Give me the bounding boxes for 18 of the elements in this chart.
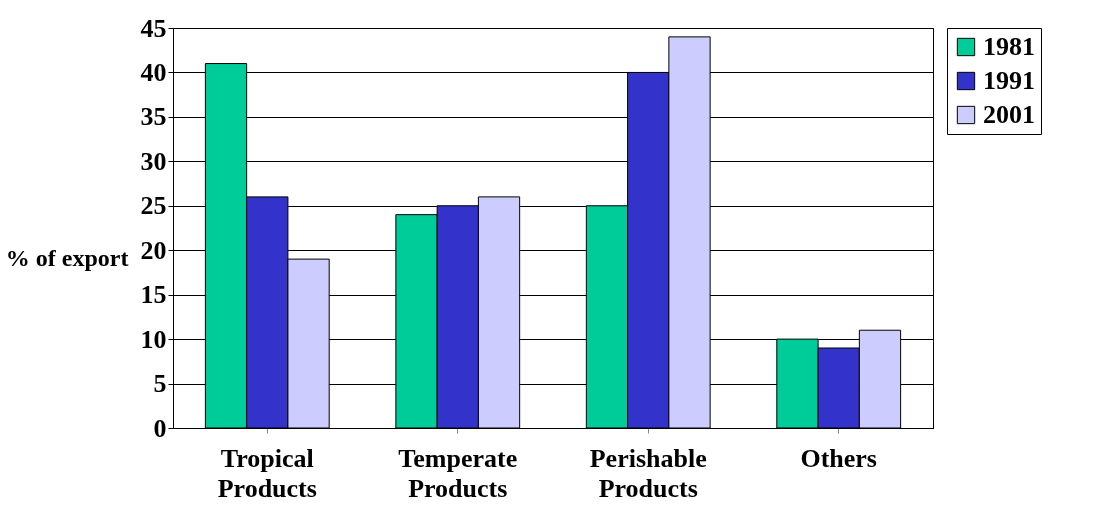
y-tick-label: 25 <box>140 191 167 221</box>
y-axis-title: % of export <box>5 244 129 271</box>
y-tick-label: 10 <box>140 324 167 354</box>
x-tick-label: Perishable Products <box>589 443 707 503</box>
legend-label: 2001 <box>983 100 1035 129</box>
x-tick-label: Tropical Products <box>217 443 317 503</box>
legend-label: 1981 <box>983 32 1035 61</box>
x-tick-label: Temperate Products <box>398 443 518 503</box>
y-tick-label: 30 <box>140 146 167 176</box>
y-tick-label: 15 <box>140 280 167 310</box>
y-tick-label: 20 <box>140 235 167 265</box>
y-tick-label: 45 <box>140 13 167 43</box>
y-tick-label: 5 <box>153 369 167 399</box>
y-tick-label: 40 <box>140 57 167 87</box>
legend-label: 1991 <box>983 66 1035 95</box>
y-tick-label: 35 <box>140 102 167 132</box>
x-tick-label: Others <box>800 443 877 473</box>
y-tick-label: 0 <box>153 413 167 443</box>
